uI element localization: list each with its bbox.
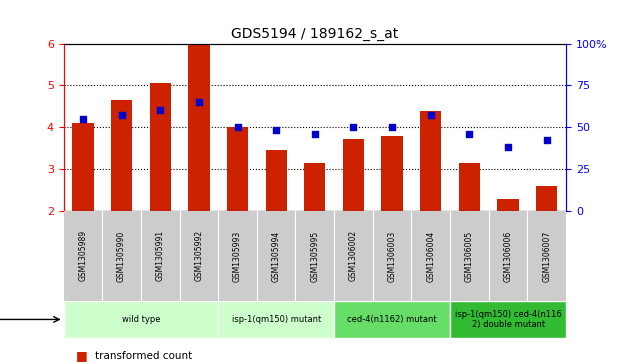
Point <box>542 138 552 143</box>
Text: ■: ■ <box>76 349 88 362</box>
Bar <box>266 150 287 211</box>
Text: GSM1305995: GSM1305995 <box>310 230 319 282</box>
Text: GSM1305993: GSM1305993 <box>233 230 242 282</box>
Bar <box>420 111 441 211</box>
Bar <box>459 163 480 211</box>
Bar <box>149 83 171 211</box>
Text: GSM1305990: GSM1305990 <box>117 230 126 282</box>
Text: GSM1305991: GSM1305991 <box>156 231 165 281</box>
Point <box>503 144 513 150</box>
Point <box>349 124 359 130</box>
Bar <box>382 136 403 211</box>
Bar <box>450 301 566 338</box>
Point <box>155 107 165 113</box>
Bar <box>536 186 557 211</box>
Text: wild type: wild type <box>121 315 160 324</box>
Point <box>310 131 320 136</box>
Text: GSM1305994: GSM1305994 <box>272 230 280 282</box>
Bar <box>304 163 326 211</box>
Point <box>464 131 474 136</box>
Bar <box>497 199 519 211</box>
Title: GDS5194 / 189162_s_at: GDS5194 / 189162_s_at <box>232 27 398 41</box>
Point <box>78 116 88 122</box>
Point <box>271 127 281 133</box>
Point <box>387 124 398 130</box>
Text: isp-1(qm150) ced-4(n116
2) double mutant: isp-1(qm150) ced-4(n116 2) double mutant <box>455 310 562 329</box>
Text: GSM1306006: GSM1306006 <box>504 230 513 282</box>
Text: ced-4(n1162) mutant: ced-4(n1162) mutant <box>347 315 437 324</box>
Point <box>194 99 204 105</box>
Point <box>116 113 127 118</box>
Text: GSM1305989: GSM1305989 <box>78 231 87 281</box>
Text: GSM1305992: GSM1305992 <box>195 231 204 281</box>
Text: GSM1306004: GSM1306004 <box>426 230 435 282</box>
Bar <box>334 301 450 338</box>
Bar <box>188 44 209 211</box>
Text: GSM1306002: GSM1306002 <box>349 231 358 281</box>
Text: GSM1306005: GSM1306005 <box>465 230 474 282</box>
Bar <box>343 139 364 211</box>
Text: GSM1306007: GSM1306007 <box>543 230 551 282</box>
Bar <box>73 123 93 211</box>
Point <box>232 124 242 130</box>
Point <box>425 113 436 118</box>
Bar <box>218 301 334 338</box>
Text: transformed count: transformed count <box>95 351 193 361</box>
Bar <box>227 127 248 211</box>
Bar <box>64 301 218 338</box>
Text: isp-1(qm150) mutant: isp-1(qm150) mutant <box>232 315 321 324</box>
Text: GSM1306003: GSM1306003 <box>387 230 397 282</box>
Bar <box>111 100 132 211</box>
